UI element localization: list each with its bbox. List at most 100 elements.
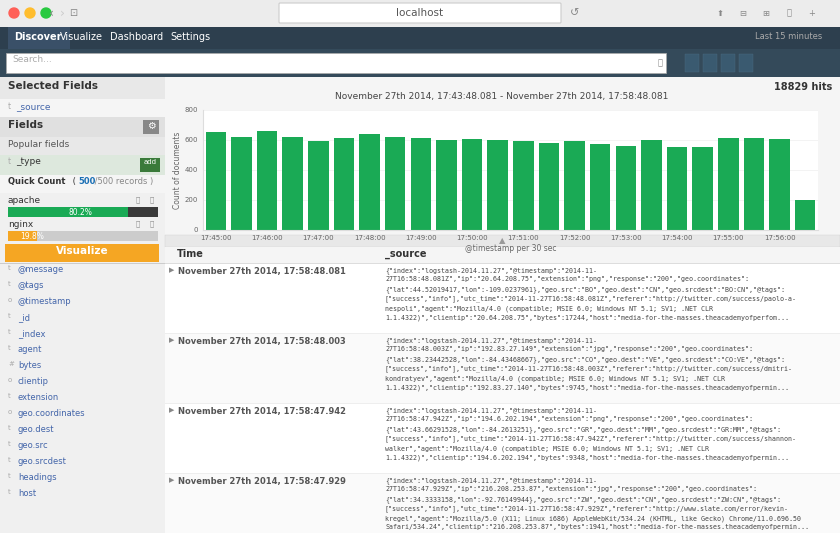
Text: Search...: Search... [12,55,52,64]
Bar [513,141,533,230]
Text: Discover: Discover [14,32,61,42]
Text: _id: _id [18,313,30,322]
Text: 🔍: 🔍 [136,196,140,203]
Text: ‹: ‹ [50,6,55,20]
Text: t: t [8,313,11,319]
Bar [667,147,687,230]
Bar [641,140,662,230]
Text: apache: apache [8,196,41,205]
Text: ⬆: ⬆ [717,9,723,18]
Text: {"lat":38.23442528,"lon":-84.43468667},"geo.src":"CO","geo.dest":"VE","geo.srcde: {"lat":38.23442528,"lon":-84.43468667},"… [385,356,785,363]
Bar [8,231,158,241]
Text: t: t [8,457,11,463]
Text: #: # [8,361,14,367]
Bar [140,158,160,172]
Bar [0,99,165,117]
Text: Selected Fields: Selected Fields [8,81,98,91]
Bar [462,139,482,230]
Bar [6,53,666,73]
Bar [685,54,699,72]
Text: /500 records ): /500 records ) [92,177,153,186]
Text: Settings: Settings [170,32,210,42]
Bar [206,133,226,230]
Text: t: t [8,393,11,399]
Text: _type: _type [16,157,41,166]
Text: agent: agent [18,345,42,354]
Bar [8,27,70,49]
Text: host: host [18,489,36,498]
Text: {"index":"logstash-2014.11.27","@timestamp":"2014-11-: {"index":"logstash-2014.11.27","@timesta… [385,267,597,274]
Text: t: t [8,281,11,287]
Bar [143,120,159,134]
Text: ▶: ▶ [169,477,175,483]
Text: @message: @message [18,265,64,274]
Text: kregel","agent":"Mozilla/5.0 (X11; Linux i686) AppleWebKit/534.24 (KHTML, like G: kregel","agent":"Mozilla/5.0 (X11; Linux… [385,515,801,521]
Text: {"lat":44.52019417,"lon":-109.0237961},"geo.src":"BO","geo.dest":"CN","geo.srcde: {"lat":44.52019417,"lon":-109.0237961},"… [385,286,785,293]
Bar [564,141,585,230]
Bar [282,137,303,230]
Bar [0,49,840,77]
Text: _source: _source [385,249,427,259]
Text: t: t [8,265,11,271]
Text: ↺: ↺ [570,8,580,18]
Bar [8,207,158,217]
Text: ["success","info"],"utc_time":"2014-11-27T16:58:47.942Z","referer":"http://twitt: ["success","info"],"utc_time":"2014-11-2… [385,435,797,442]
Bar [538,143,559,230]
Circle shape [25,8,35,18]
Text: {"index":"logstash-2014.11.27","@timestamp":"2014-11-: {"index":"logstash-2014.11.27","@timesta… [385,337,597,344]
Text: o: o [8,377,13,383]
Text: Visualize: Visualize [55,246,108,256]
Circle shape [9,8,19,18]
Bar [487,140,508,230]
Bar [257,131,277,230]
FancyBboxPatch shape [279,3,561,23]
Text: Dashboard: Dashboard [110,32,163,42]
Text: 18829 hits: 18829 hits [774,82,832,92]
Text: t: t [8,345,11,351]
Text: geo.srcdest: geo.srcdest [18,457,67,466]
Text: ▶: ▶ [169,267,175,273]
Text: bytes: bytes [18,361,41,370]
Bar [231,137,252,230]
Text: ▶: ▶ [169,407,175,413]
Text: extension: extension [18,393,60,402]
Text: ["success","info"],"utc_time":"2014-11-27T16:58:48.003Z","referer":"http://twitt: ["success","info"],"utc_time":"2014-11-2… [385,366,793,372]
Text: Last 15 minutes: Last 15 minutes [755,32,822,41]
Text: Fields: Fields [8,120,43,130]
Text: 🔍: 🔍 [136,220,140,227]
Bar [165,334,840,404]
Text: @timestamp: @timestamp [18,297,71,306]
Bar [0,117,165,137]
Text: 27T16:58:47.929Z","ip":"216.208.253.87","extension":"jpg","response":"200","geo.: 27T16:58:47.929Z","ip":"216.208.253.87",… [385,487,757,492]
Text: t: t [8,329,11,335]
Text: {"lat":43.66291528,"lon":-84.2613251},"geo.src":"GR","geo.dest":"MM","geo.srcdes: {"lat":43.66291528,"lon":-84.2613251},"g… [385,426,781,433]
Bar [718,139,738,230]
Bar [8,231,37,241]
Text: Time: Time [177,249,204,259]
Bar [165,404,840,474]
Bar [590,144,611,230]
Bar [165,263,840,264]
Text: 🔍: 🔍 [150,196,154,203]
Text: o: o [8,409,13,415]
Text: t: t [8,157,11,166]
Bar [0,27,840,49]
Bar [360,134,380,230]
Text: 80.2%: 80.2% [68,208,92,217]
Text: ▶: ▶ [169,337,175,343]
Text: ▲: ▲ [499,236,505,245]
Bar [385,137,406,230]
Text: {"index":"logstash-2014.11.27","@timestamp":"2014-11-: {"index":"logstash-2014.11.27","@timesta… [385,407,597,414]
Text: 27T16:58:48.003Z","ip":"192.83.27.149","extension":"jpg","response":"200","geo.c: 27T16:58:48.003Z","ip":"192.83.27.149","… [385,346,753,352]
Text: Popular fields: Popular fields [8,140,69,149]
Text: nespoli","agent":"Mozilla/4.0 (compatible; MSIE 6.0; Windows NT 5.1; SV1; .NET C: nespoli","agent":"Mozilla/4.0 (compatibl… [385,305,713,311]
Text: 1.1.4322)","clientip":"194.6.202.194","bytes":9348,"host":"media-for-the-masses.: 1.1.4322)","clientip":"194.6.202.194","b… [385,455,789,461]
Bar [0,77,165,533]
Text: geo.dest: geo.dest [18,425,55,434]
Text: t: t [8,473,11,479]
Bar [436,140,457,230]
Bar [703,54,717,72]
Bar [165,474,840,533]
Bar [165,403,840,404]
Bar [165,333,840,334]
